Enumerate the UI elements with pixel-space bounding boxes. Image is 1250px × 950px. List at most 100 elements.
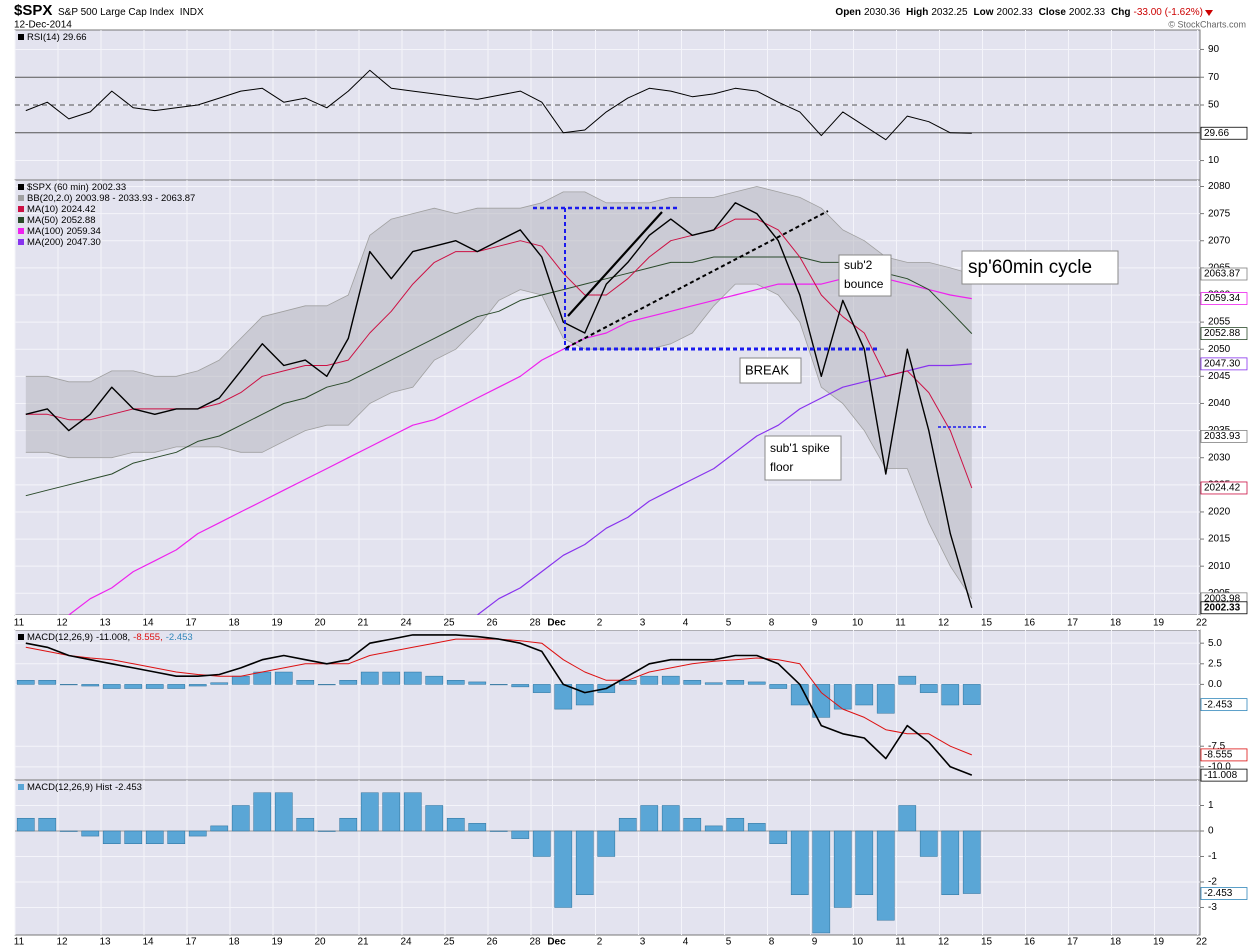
x-tick-label: 13 bbox=[99, 937, 111, 948]
index-name: S&P 500 Large Cap Index INDX bbox=[58, 7, 204, 18]
hist-bar bbox=[382, 671, 401, 685]
hist-bar bbox=[124, 684, 143, 689]
value-tag: 2002.33 bbox=[1204, 602, 1241, 613]
value-tag-box bbox=[1200, 887, 1248, 900]
x-tick-label: 17 bbox=[185, 937, 197, 948]
hist-bar bbox=[403, 671, 422, 685]
quote-value: -33.00 (-1.62%) bbox=[1134, 7, 1203, 18]
hist-bar bbox=[59, 684, 78, 686]
series-line bbox=[25, 69, 972, 141]
bollinger-band bbox=[25, 186, 972, 599]
hist-bar bbox=[919, 830, 938, 857]
y-tick-label: -7.5 bbox=[1208, 741, 1226, 752]
series-line bbox=[25, 202, 973, 608]
value-tag: 29.66 bbox=[1204, 128, 1229, 139]
hist-bar bbox=[489, 684, 508, 686]
x-tick-label: 12 bbox=[938, 937, 950, 948]
x-tick-label: 2 bbox=[597, 618, 603, 629]
hist-bar bbox=[532, 684, 551, 693]
legend-name: MA(200) bbox=[27, 237, 63, 248]
hist-bar bbox=[747, 823, 766, 832]
hist-bar bbox=[661, 805, 680, 832]
x-tick-label: 16 bbox=[1024, 937, 1036, 948]
legend-name: RSI(14) bbox=[27, 32, 60, 43]
date-axis-bg bbox=[15, 615, 1200, 630]
hist-bar bbox=[210, 682, 229, 685]
annotation: BREAK bbox=[745, 362, 789, 377]
series-line bbox=[25, 283, 973, 600]
hist-bar bbox=[876, 830, 895, 921]
x-tick-label: 4 bbox=[683, 618, 689, 629]
annotation-box bbox=[739, 357, 802, 384]
hist-bar bbox=[855, 830, 874, 895]
x-tick-label: 2 bbox=[597, 937, 603, 948]
series-line bbox=[25, 186, 972, 383]
y-tick-label: 2.5 bbox=[1208, 658, 1222, 669]
trend-line bbox=[565, 210, 829, 349]
x-tick-label: 14 bbox=[142, 618, 154, 629]
symbol: $SPX bbox=[14, 2, 52, 19]
x-tick-label: 25 bbox=[443, 618, 455, 629]
x-tick-label: 3 bbox=[640, 937, 646, 948]
legend-name: MA(50) bbox=[27, 215, 58, 226]
x-tick-label: 8 bbox=[769, 937, 775, 948]
legend-value: 2052.88 bbox=[61, 215, 95, 226]
hist-bar bbox=[769, 684, 788, 689]
x-tick-label: 26 bbox=[486, 618, 498, 629]
legend-swatch bbox=[18, 206, 24, 212]
quote-label: Open bbox=[835, 7, 861, 18]
legend-name: MACD(12,26,9) bbox=[27, 632, 93, 643]
hist-bar bbox=[511, 684, 530, 688]
x-tick-label: 24 bbox=[400, 937, 412, 948]
x-tick-label: 20 bbox=[314, 618, 326, 629]
legend-entry: MA(200) 2047.30 bbox=[27, 237, 101, 248]
hist-bar bbox=[317, 684, 336, 686]
hist-bar bbox=[704, 682, 723, 685]
y-tick-label: -2 bbox=[1208, 877, 1217, 888]
y-tick-label: -3 bbox=[1208, 902, 1217, 913]
hist-bar bbox=[446, 680, 465, 685]
y-tick-label: 2015 bbox=[1208, 534, 1231, 545]
x-tick-label: 17 bbox=[1067, 937, 1079, 948]
legend-value: 2047.30 bbox=[66, 237, 100, 248]
hist-bar bbox=[296, 680, 315, 685]
value-tag: 2033.93 bbox=[1204, 431, 1241, 442]
value-tag: 2059.34 bbox=[1204, 293, 1241, 304]
x-tick-label: 17 bbox=[185, 618, 197, 629]
quote-label: High bbox=[906, 7, 928, 18]
hist-bar bbox=[898, 805, 917, 832]
annotation: bounce bbox=[844, 277, 884, 291]
hist-bar bbox=[468, 681, 487, 685]
drawings: sp'60min cycle sub'2 bounce BREAK sub'1 … bbox=[533, 206, 1119, 481]
x-tick-label: 12 bbox=[56, 618, 68, 629]
hist-bar bbox=[704, 825, 723, 832]
x-tick-label: 9 bbox=[812, 618, 818, 629]
annotation-box bbox=[838, 254, 892, 297]
y-tick-label: 90 bbox=[1208, 44, 1220, 55]
hist-bar bbox=[145, 830, 164, 844]
hist-bar bbox=[941, 684, 960, 706]
value-tag: 2003.98 bbox=[1204, 593, 1241, 604]
x-tick-label: 18 bbox=[228, 937, 240, 948]
legend-swatch bbox=[18, 195, 24, 201]
legend-entry: BB(20,2.0) 2003.98 - 2033.93 - 2063.87 bbox=[27, 193, 195, 204]
hist-bar bbox=[683, 680, 702, 685]
hist-bar bbox=[16, 817, 35, 832]
x-tick-label: 3 bbox=[640, 618, 646, 629]
value-tag-box bbox=[1200, 698, 1248, 712]
hist-bar bbox=[726, 817, 745, 832]
x-tick-label: 25 bbox=[443, 937, 455, 948]
x-tick-label: 9 bbox=[812, 937, 818, 948]
down-arrow bbox=[1205, 10, 1213, 16]
value-tag: -8.555 bbox=[1204, 750, 1233, 761]
value-tag: -2.453 bbox=[1204, 699, 1233, 710]
x-tick-label: 8 bbox=[769, 618, 775, 629]
hist-bar bbox=[210, 825, 229, 832]
hist-bar bbox=[231, 675, 250, 685]
y-tick-label: 2010 bbox=[1208, 561, 1231, 572]
y-tick-label: 1 bbox=[1208, 800, 1214, 811]
hist-bar bbox=[597, 830, 616, 857]
hist-bar bbox=[941, 830, 960, 895]
hist-bar bbox=[274, 792, 293, 832]
